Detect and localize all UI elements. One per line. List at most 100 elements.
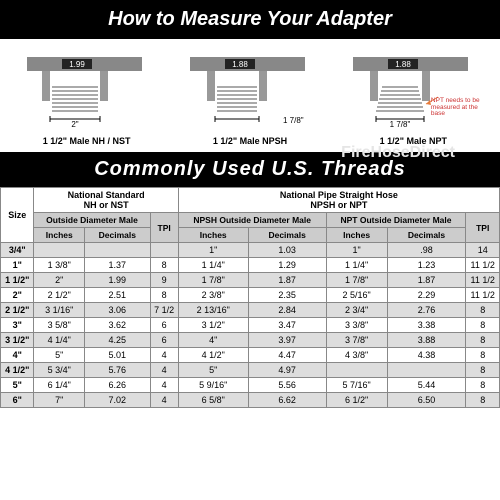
cell: 4" bbox=[1, 348, 34, 363]
group-nh: National StandardNH or NST bbox=[34, 188, 178, 213]
cell: 2" bbox=[1, 288, 34, 303]
caliper-icon: 1.88 1 7/8" bbox=[185, 49, 315, 129]
caliper-row: 1.99 2" 1 1/2" Male NH / NST 1.88 bbox=[0, 39, 500, 152]
sub-odm: Outside Diameter Male bbox=[34, 213, 150, 228]
cell: 4" bbox=[178, 333, 248, 348]
svg-text:1.88: 1.88 bbox=[232, 60, 248, 69]
cell: 8 bbox=[466, 348, 500, 363]
cell: 2 3/4" bbox=[326, 303, 387, 318]
cell: 4 1/2" bbox=[1, 363, 34, 378]
cell: 2 5/16" bbox=[326, 288, 387, 303]
cell: 3.88 bbox=[387, 333, 466, 348]
svg-text:1 7/8": 1 7/8" bbox=[390, 120, 411, 129]
cell: 4 bbox=[150, 348, 178, 363]
cell: 9 bbox=[150, 273, 178, 288]
cell: 1.37 bbox=[85, 258, 150, 273]
table-row: 3"3 5/8"3.6263 1/2"3.473 3/8"3.388 bbox=[1, 318, 500, 333]
cell: 2 13/16" bbox=[178, 303, 248, 318]
cell: 1 1/4" bbox=[178, 258, 248, 273]
cell: 3.47 bbox=[248, 318, 326, 333]
cell: 1 3/8" bbox=[34, 258, 85, 273]
cell: 8 bbox=[150, 258, 178, 273]
cell: 2 1/2" bbox=[34, 288, 85, 303]
col-dec: Decimals bbox=[248, 228, 326, 243]
col-in: Inches bbox=[178, 228, 248, 243]
cell: 5.56 bbox=[248, 378, 326, 393]
col-in: Inches bbox=[34, 228, 85, 243]
cell: 5" bbox=[34, 348, 85, 363]
caliper-3-label: 1 1/2" Male NPT bbox=[335, 136, 492, 146]
cell: 4.47 bbox=[248, 348, 326, 363]
cell: 14 bbox=[466, 243, 500, 258]
cell: 3 5/8" bbox=[34, 318, 85, 333]
cell: 4.97 bbox=[248, 363, 326, 378]
caliper-2: 1.88 1 7/8" 1 1/2" Male NPSH bbox=[172, 49, 329, 146]
cell: 1 1/2" bbox=[1, 273, 34, 288]
top-banner: How to Measure Your Adapter bbox=[0, 0, 500, 39]
col-size: Size bbox=[1, 188, 34, 243]
caliper-1: 1.99 2" 1 1/2" Male NH / NST bbox=[8, 49, 165, 146]
cell: 3.62 bbox=[85, 318, 150, 333]
cell: 1" bbox=[178, 243, 248, 258]
cell: 6.62 bbox=[248, 393, 326, 408]
cell bbox=[150, 243, 178, 258]
cell: 3 1/16" bbox=[34, 303, 85, 318]
col-dec: Decimals bbox=[85, 228, 150, 243]
threads-table: Size National StandardNH or NST National… bbox=[0, 187, 500, 408]
table-row: 4 1/2"5 3/4"5.7645"4.978 bbox=[1, 363, 500, 378]
cell: 2.35 bbox=[248, 288, 326, 303]
cell: 5 7/16" bbox=[326, 378, 387, 393]
col-in: Inches bbox=[326, 228, 387, 243]
cell: 4 bbox=[150, 363, 178, 378]
cell: 1" bbox=[1, 258, 34, 273]
svg-text:1 7/8": 1 7/8" bbox=[283, 116, 304, 125]
threads-banner: Commonly Used U.S. Threads bbox=[0, 152, 500, 187]
cell: 1.23 bbox=[387, 258, 466, 273]
cell: 5.01 bbox=[85, 348, 150, 363]
cell: 6.26 bbox=[85, 378, 150, 393]
cell: 8 bbox=[466, 393, 500, 408]
cell: 4 bbox=[150, 378, 178, 393]
table-row: 4"5"5.0144 1/2"4.474 3/8"4.388 bbox=[1, 348, 500, 363]
sub-tpi2: TPI bbox=[466, 213, 500, 243]
table-row: 5"6 1/4"6.2645 9/16"5.565 7/16"5.448 bbox=[1, 378, 500, 393]
table-row: 3 1/2"4 1/4"4.2564"3.973 7/8"3.888 bbox=[1, 333, 500, 348]
table-row: 1 1/2"2"1.9991 7/8"1.871 7/8"1.8711 1/2 bbox=[1, 273, 500, 288]
sub-tpi: TPI bbox=[150, 213, 178, 243]
group-npsh: National Pipe Straight HoseNPSH or NPT bbox=[178, 188, 499, 213]
cell: 4 1/2" bbox=[178, 348, 248, 363]
cell: 1.03 bbox=[248, 243, 326, 258]
cell bbox=[387, 363, 466, 378]
svg-text:1.88: 1.88 bbox=[396, 60, 412, 69]
table-row: 2"2 1/2"2.5182 3/8"2.352 5/16"2.2911 1/2 bbox=[1, 288, 500, 303]
cell: 11 1/2 bbox=[466, 288, 500, 303]
cell: 6 bbox=[150, 333, 178, 348]
cell: 8 bbox=[466, 318, 500, 333]
cell: 4 3/8" bbox=[326, 348, 387, 363]
cell: 3/4" bbox=[1, 243, 34, 258]
cell bbox=[34, 243, 85, 258]
cell: 6 bbox=[150, 318, 178, 333]
cell: 4 1/4" bbox=[34, 333, 85, 348]
cell: 6.50 bbox=[387, 393, 466, 408]
cell: 3" bbox=[1, 318, 34, 333]
cell: 5.44 bbox=[387, 378, 466, 393]
caliper-2-label: 1 1/2" Male NPSH bbox=[172, 136, 329, 146]
cell: 3 7/8" bbox=[326, 333, 387, 348]
col-dec: Decimals bbox=[387, 228, 466, 243]
cell: 3 3/8" bbox=[326, 318, 387, 333]
svg-text:1.99: 1.99 bbox=[69, 60, 85, 69]
cell bbox=[85, 243, 150, 258]
cell: 2.76 bbox=[387, 303, 466, 318]
table-row: 1"1 3/8"1.3781 1/4"1.291 1/4"1.2311 1/2 bbox=[1, 258, 500, 273]
caliper-1-label: 1 1/2" Male NH / NST bbox=[8, 136, 165, 146]
cell: 1.87 bbox=[248, 273, 326, 288]
cell: 2.84 bbox=[248, 303, 326, 318]
cell: 1" bbox=[326, 243, 387, 258]
table-row: 6"7"7.0246 5/8"6.626 1/2"6.508 bbox=[1, 393, 500, 408]
cell: 3.97 bbox=[248, 333, 326, 348]
cell: 11 1/2 bbox=[466, 273, 500, 288]
cell: 7 1/2 bbox=[150, 303, 178, 318]
cell: 1.87 bbox=[387, 273, 466, 288]
table-row: 2 1/2"3 1/16"3.067 1/22 13/16"2.842 3/4"… bbox=[1, 303, 500, 318]
